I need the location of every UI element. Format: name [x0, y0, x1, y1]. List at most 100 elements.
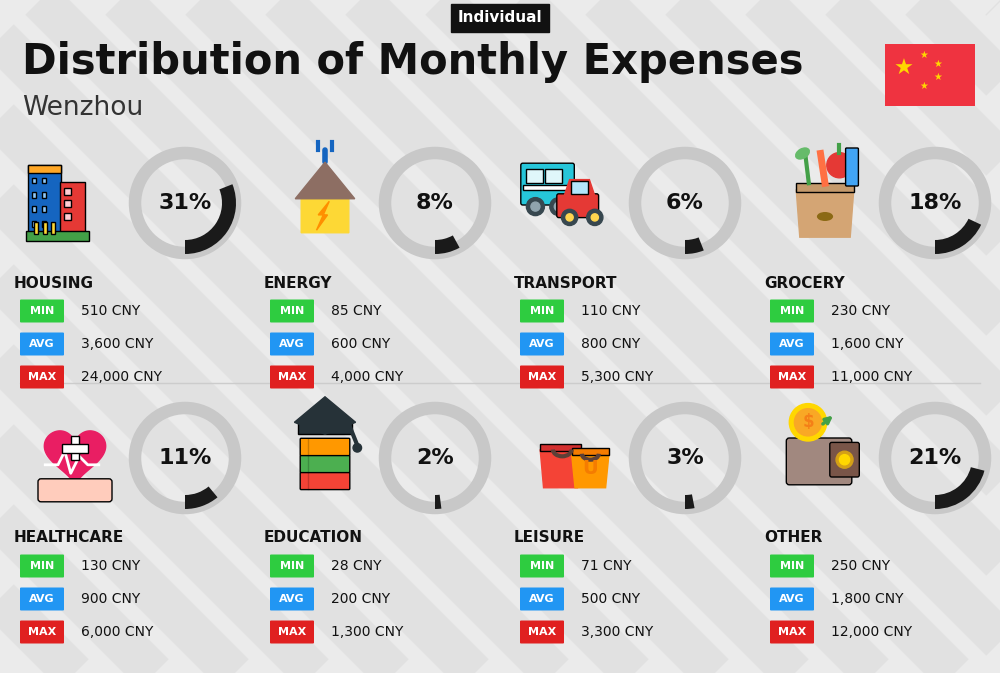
FancyBboxPatch shape	[523, 185, 572, 190]
Text: 130 CNY: 130 CNY	[81, 559, 140, 573]
Text: MAX: MAX	[278, 372, 306, 382]
FancyBboxPatch shape	[42, 207, 46, 213]
Circle shape	[550, 198, 568, 215]
FancyBboxPatch shape	[796, 183, 854, 192]
Text: 1,600 CNY: 1,600 CNY	[831, 337, 904, 351]
Text: 510 CNY: 510 CNY	[81, 304, 140, 318]
Text: $: $	[802, 413, 814, 431]
Text: MIN: MIN	[30, 306, 54, 316]
Wedge shape	[185, 487, 218, 509]
FancyBboxPatch shape	[298, 422, 352, 434]
Text: 800 CNY: 800 CNY	[581, 337, 640, 351]
Polygon shape	[564, 180, 595, 196]
FancyBboxPatch shape	[846, 148, 858, 186]
FancyBboxPatch shape	[572, 448, 609, 456]
FancyBboxPatch shape	[770, 555, 814, 577]
Text: AVG: AVG	[529, 594, 555, 604]
FancyBboxPatch shape	[43, 221, 47, 234]
FancyBboxPatch shape	[786, 438, 852, 485]
Text: AVG: AVG	[779, 339, 805, 349]
Text: AVG: AVG	[779, 594, 805, 604]
Text: MAX: MAX	[778, 627, 806, 637]
FancyBboxPatch shape	[60, 182, 85, 233]
FancyBboxPatch shape	[520, 621, 564, 643]
Text: ENERGY: ENERGY	[264, 275, 332, 291]
Text: ★: ★	[920, 81, 928, 91]
Text: AVG: AVG	[529, 339, 555, 349]
FancyBboxPatch shape	[300, 438, 350, 456]
Circle shape	[789, 404, 827, 441]
Text: 12,000 CNY: 12,000 CNY	[831, 625, 912, 639]
Text: ★: ★	[934, 59, 942, 69]
Polygon shape	[301, 169, 349, 233]
FancyBboxPatch shape	[545, 169, 562, 183]
FancyBboxPatch shape	[64, 188, 71, 194]
Wedge shape	[935, 219, 981, 254]
Text: 31%: 31%	[158, 193, 212, 213]
Text: 11%: 11%	[158, 448, 212, 468]
FancyBboxPatch shape	[557, 194, 599, 217]
Text: 230 CNY: 230 CNY	[831, 304, 890, 318]
Text: EDUCATION: EDUCATION	[264, 530, 363, 546]
Text: MAX: MAX	[278, 627, 306, 637]
FancyBboxPatch shape	[28, 165, 61, 173]
Polygon shape	[796, 190, 854, 237]
FancyBboxPatch shape	[32, 221, 36, 227]
Text: 3%: 3%	[666, 448, 704, 468]
Text: 3,300 CNY: 3,300 CNY	[581, 625, 653, 639]
FancyBboxPatch shape	[62, 444, 88, 453]
Text: 500 CNY: 500 CNY	[581, 592, 640, 606]
FancyBboxPatch shape	[571, 182, 588, 194]
FancyBboxPatch shape	[20, 299, 64, 322]
Circle shape	[836, 451, 853, 468]
Circle shape	[591, 214, 598, 221]
Text: AVG: AVG	[29, 594, 55, 604]
FancyBboxPatch shape	[770, 332, 814, 355]
Text: ★: ★	[934, 72, 942, 82]
Text: 6%: 6%	[666, 193, 704, 213]
Polygon shape	[540, 450, 581, 488]
Text: MIN: MIN	[280, 306, 304, 316]
FancyBboxPatch shape	[300, 456, 350, 472]
Wedge shape	[685, 495, 695, 509]
Text: 18%: 18%	[908, 193, 962, 213]
FancyBboxPatch shape	[526, 169, 543, 183]
FancyBboxPatch shape	[38, 479, 112, 502]
Circle shape	[554, 202, 563, 211]
FancyBboxPatch shape	[885, 44, 975, 106]
FancyBboxPatch shape	[270, 621, 314, 643]
Circle shape	[587, 209, 603, 225]
Text: 2%: 2%	[416, 448, 454, 468]
Wedge shape	[185, 184, 236, 254]
FancyBboxPatch shape	[270, 588, 314, 610]
Text: 11,000 CNY: 11,000 CNY	[831, 370, 912, 384]
Text: HOUSING: HOUSING	[14, 275, 94, 291]
FancyBboxPatch shape	[770, 299, 814, 322]
Text: AVG: AVG	[279, 339, 305, 349]
Text: 1,300 CNY: 1,300 CNY	[331, 625, 403, 639]
Wedge shape	[685, 238, 704, 254]
FancyBboxPatch shape	[770, 365, 814, 388]
Text: Wenzhou: Wenzhou	[22, 95, 143, 121]
FancyBboxPatch shape	[42, 192, 46, 198]
Text: MIN: MIN	[280, 561, 304, 571]
FancyBboxPatch shape	[34, 221, 38, 234]
FancyBboxPatch shape	[42, 221, 46, 227]
FancyBboxPatch shape	[26, 231, 89, 241]
Text: 71 CNY: 71 CNY	[581, 559, 632, 573]
Circle shape	[531, 202, 540, 211]
Text: MIN: MIN	[780, 561, 804, 571]
FancyBboxPatch shape	[300, 472, 350, 489]
Polygon shape	[572, 454, 609, 488]
FancyBboxPatch shape	[520, 588, 564, 610]
Polygon shape	[316, 201, 329, 230]
Text: 110 CNY: 110 CNY	[581, 304, 640, 318]
Circle shape	[827, 153, 852, 178]
Wedge shape	[935, 467, 984, 509]
FancyBboxPatch shape	[830, 442, 859, 477]
Text: Individual: Individual	[458, 11, 542, 26]
Text: 900 CNY: 900 CNY	[81, 592, 140, 606]
FancyBboxPatch shape	[270, 555, 314, 577]
Text: 3,600 CNY: 3,600 CNY	[81, 337, 153, 351]
FancyBboxPatch shape	[521, 163, 574, 205]
